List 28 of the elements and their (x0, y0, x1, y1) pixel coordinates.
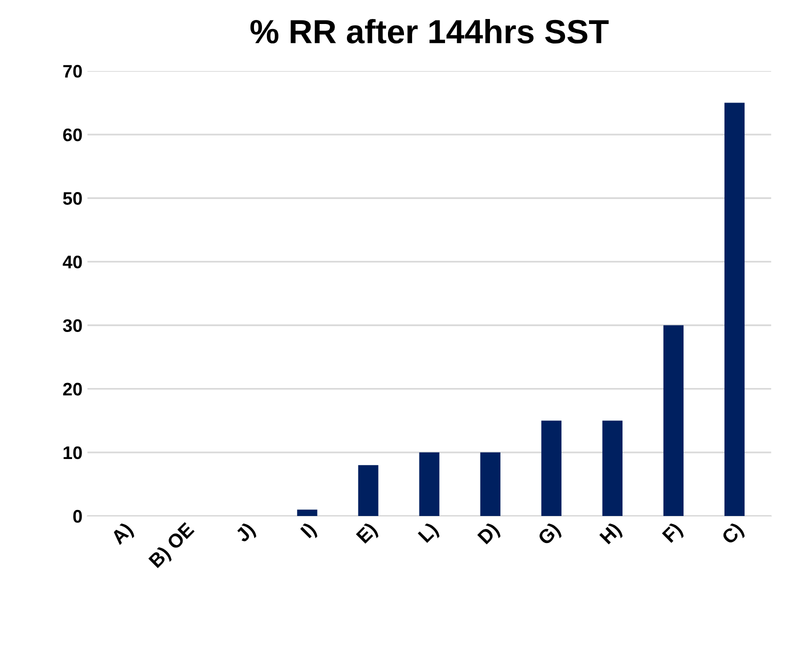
chart-title: % RR after 144hrs SST (250, 19, 609, 44)
x-tick-label: D) (476, 522, 502, 548)
x-tick-label: G) (536, 522, 564, 548)
x-tick-label: J) (234, 522, 258, 546)
bar (358, 465, 378, 516)
y-tick-label: 60 (63, 128, 82, 142)
x-tick-label: A) (110, 522, 136, 548)
x-tick-label: L) (417, 522, 442, 546)
y-tick-label: 10 (64, 446, 82, 460)
bar (541, 420, 562, 516)
x-tick-label: E) (355, 522, 380, 547)
y-tick-label: 30 (62, 319, 82, 332)
bar (480, 452, 500, 516)
y-tick-label: 70 (63, 64, 82, 78)
x-tick-label: H) (598, 522, 625, 548)
bar (724, 102, 745, 516)
y-tick-label: 40 (62, 256, 82, 268)
y-tick-label: 0 (73, 510, 82, 523)
x-tick-label: B) OE (148, 521, 198, 571)
y-tick-label: 20 (63, 382, 82, 396)
bar (297, 510, 318, 516)
y-tick-label: 50 (63, 192, 82, 205)
x-tick-label: I) (300, 522, 320, 542)
bar (663, 325, 684, 516)
bar (602, 420, 623, 516)
x-tick-label: F) (661, 522, 686, 546)
bar (419, 452, 440, 516)
x-tick-label: C) (720, 522, 747, 548)
